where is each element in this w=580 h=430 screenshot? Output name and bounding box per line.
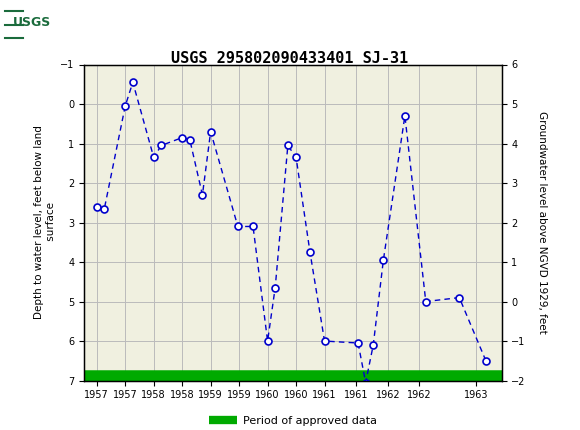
Text: USGS 295802090433401 SJ-31: USGS 295802090433401 SJ-31 (171, 51, 409, 65)
Y-axis label: Depth to water level, feet below land
 surface: Depth to water level, feet below land su… (34, 126, 56, 319)
Text: USGS: USGS (13, 16, 51, 29)
Legend: Period of approved data: Period of approved data (205, 412, 381, 430)
Y-axis label: Groundwater level above NGVD 1929, feet: Groundwater level above NGVD 1929, feet (537, 111, 547, 334)
